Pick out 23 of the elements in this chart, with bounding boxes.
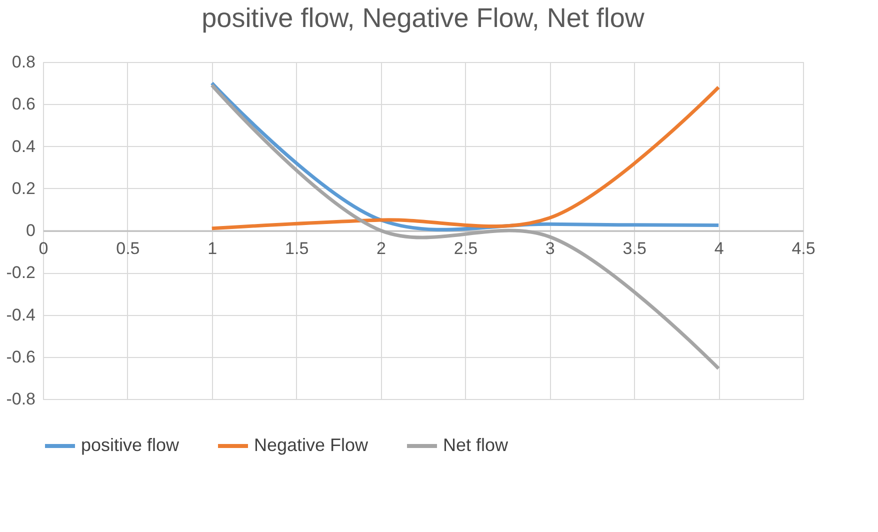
x-tick-label: 1 (208, 239, 218, 258)
legend-label: Net flow (443, 435, 510, 455)
x-tick-label: 3.5 (622, 239, 646, 258)
y-tick-label: 0.6 (12, 94, 36, 114)
y-tick-label: -0.6 (6, 347, 36, 366)
y-tick-label: -0.2 (6, 263, 36, 282)
y-tick-label: 0.4 (12, 136, 36, 156)
x-tick-label: 0 (38, 239, 48, 258)
x-tick-label: 2 (376, 239, 386, 258)
legend-label: positive flow (81, 435, 180, 455)
x-tick-label: 3 (545, 239, 555, 258)
x-tick-label: 2.5 (454, 239, 478, 258)
y-tick-label: 0.2 (12, 178, 36, 198)
x-tick-label: 4 (714, 239, 724, 258)
x-tick-label: 1.5 (285, 239, 309, 258)
y-tick-label: 0.8 (12, 52, 36, 72)
y-tick-label: -0.8 (6, 390, 36, 408)
x-tick-label: 0.5 (116, 239, 140, 258)
chart-title: positive flow, Negative Flow, Net flow (202, 3, 645, 33)
y-tick-label: -0.4 (6, 305, 36, 324)
y-tick-label: 0 (26, 221, 36, 240)
x-tick-label: 4.5 (792, 239, 816, 258)
legend-label: Negative Flow (254, 435, 370, 455)
